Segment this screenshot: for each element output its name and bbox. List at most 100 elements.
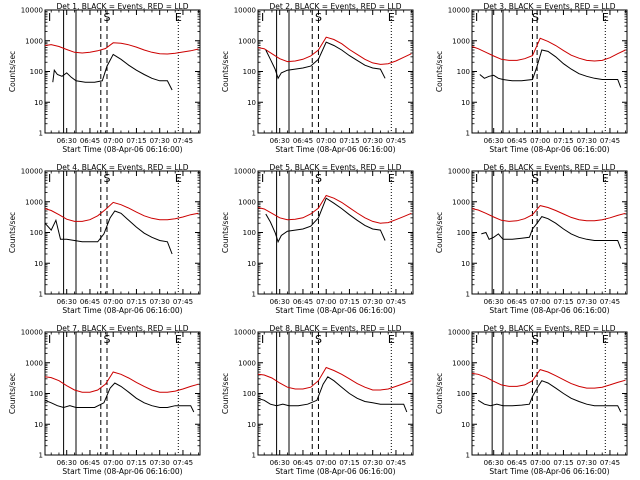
events-series-line bbox=[52, 53, 173, 91]
y-axis-label: Counts/sec bbox=[221, 212, 230, 253]
x-tick-label: 06:30 bbox=[57, 298, 77, 306]
x-tick-label: 07:15 bbox=[339, 298, 359, 306]
marker-letter-e: E bbox=[602, 333, 609, 346]
marker-letter-e: E bbox=[175, 333, 182, 346]
y-tick-label: 1 bbox=[39, 452, 43, 460]
x-tick-label: 07:30 bbox=[577, 137, 597, 145]
y-tick-label: 10 bbox=[34, 260, 43, 268]
x-tick-label: 07:15 bbox=[339, 137, 359, 145]
x-tick-label: 07:30 bbox=[150, 298, 170, 306]
x-tick-label: 07:45 bbox=[386, 459, 406, 467]
y-tick-label: 100 bbox=[457, 390, 470, 398]
x-axis-label: Start Time (08-Apr-06 06:16:00) bbox=[62, 467, 182, 476]
y-axis-label: Counts/sec bbox=[8, 373, 17, 414]
marker-letter-s: S bbox=[532, 333, 539, 346]
y-tick-label: 10 bbox=[461, 421, 470, 429]
y-tick-label: 10000 bbox=[448, 329, 470, 337]
events-series-line bbox=[479, 49, 622, 88]
y-tick-label: 10000 bbox=[234, 168, 256, 176]
x-tick-label: 06:45 bbox=[507, 459, 527, 467]
y-tick-label: 100 bbox=[243, 68, 256, 76]
lld-series-line bbox=[44, 371, 199, 393]
y-axis-label: Counts/sec bbox=[8, 51, 17, 92]
marker-letter-i: I bbox=[261, 172, 264, 185]
x-tick-label: 06:30 bbox=[270, 137, 290, 145]
y-tick-label: 10 bbox=[247, 260, 256, 268]
y-tick-label: 100 bbox=[30, 68, 43, 76]
marker-letter-e: E bbox=[175, 172, 182, 185]
y-axis-label: Counts/sec bbox=[435, 373, 444, 414]
events-series-line bbox=[44, 382, 195, 413]
x-tick-label: 06:45 bbox=[80, 137, 100, 145]
x-tick-label: 07:30 bbox=[150, 459, 170, 467]
x-tick-label: 07:00 bbox=[316, 137, 336, 145]
y-tick-label: 10000 bbox=[21, 7, 43, 15]
detector-panel-2: 1 10 100 1000 10000 06:30 06:45 07:00 07:15 07:30… bbox=[221, 2, 414, 154]
y-axis-label: Counts/sec bbox=[221, 373, 230, 414]
y-axis-label: Counts/sec bbox=[221, 51, 230, 92]
y-tick-label: 10 bbox=[247, 99, 256, 107]
y-tick-label: 1000 bbox=[25, 37, 43, 45]
x-tick-label: 06:30 bbox=[270, 459, 290, 467]
y-tick-label: 10000 bbox=[448, 168, 470, 176]
detector-panel-8: 1 10 100 1000 10000 06:30 06:45 07:00 07:15 07:30… bbox=[221, 324, 414, 476]
lld-series-line bbox=[471, 37, 626, 62]
y-tick-label: 1 bbox=[466, 130, 470, 138]
panel-title: Det 1, BLACK = Events, RED = LLD bbox=[56, 2, 188, 11]
y-tick-label: 100 bbox=[243, 229, 256, 237]
x-tick-label: 07:00 bbox=[530, 298, 550, 306]
x-tick-label: 06:30 bbox=[484, 459, 504, 467]
x-tick-label: 07:45 bbox=[600, 298, 620, 306]
detector-panel-6: 1 10 100 1000 10000 06:30 06:45 07:00 07:15 07:30… bbox=[435, 163, 628, 315]
y-tick-label: 100 bbox=[457, 68, 470, 76]
y-tick-label: 1 bbox=[39, 130, 43, 138]
panel-title: Det 8, BLACK = Events, RED = LLD bbox=[269, 324, 401, 333]
x-tick-label: 07:15 bbox=[126, 298, 146, 306]
marker-letter-e: E bbox=[175, 11, 182, 24]
y-axis-label: Counts/sec bbox=[435, 51, 444, 92]
marker-letter-i: I bbox=[475, 333, 478, 346]
y-tick-label: 1000 bbox=[452, 198, 470, 206]
y-tick-label: 10000 bbox=[234, 329, 256, 337]
x-tick-label: 07:30 bbox=[577, 459, 597, 467]
events-series-line bbox=[257, 376, 408, 413]
panel-title: Det 5, BLACK = Events, RED = LLD bbox=[269, 163, 401, 172]
x-tick-label: 07:15 bbox=[553, 137, 573, 145]
x-tick-label: 07:00 bbox=[316, 298, 336, 306]
marker-letter-s: S bbox=[315, 11, 322, 24]
x-tick-label: 07:45 bbox=[600, 137, 620, 145]
lld-series-line bbox=[44, 42, 199, 55]
x-tick-label: 07:30 bbox=[577, 298, 597, 306]
y-tick-label: 100 bbox=[30, 390, 43, 398]
lld-series-line bbox=[471, 369, 626, 389]
panel-title: Det 6, BLACK = Events, RED = LLD bbox=[483, 163, 615, 172]
marker-letter-s: S bbox=[104, 172, 111, 185]
x-tick-label: 06:45 bbox=[80, 298, 100, 306]
marker-letter-s: S bbox=[104, 11, 111, 24]
marker-letter-s: S bbox=[532, 11, 539, 24]
marker-letter-e: E bbox=[388, 333, 395, 346]
marker-letter-s: S bbox=[104, 333, 111, 346]
y-tick-label: 10 bbox=[461, 99, 470, 107]
events-series-line bbox=[44, 210, 173, 255]
x-tick-label: 06:30 bbox=[57, 137, 77, 145]
x-axis-label: Start Time (08-Apr-06 06:16:00) bbox=[275, 467, 395, 476]
marker-letter-e: E bbox=[388, 172, 395, 185]
x-tick-label: 07:45 bbox=[386, 137, 406, 145]
marker-letter-e: E bbox=[602, 172, 609, 185]
x-tick-label: 07:00 bbox=[530, 459, 550, 467]
x-tick-label: 07:45 bbox=[173, 298, 193, 306]
x-tick-label: 07:15 bbox=[553, 298, 573, 306]
y-tick-label: 1000 bbox=[238, 198, 256, 206]
events-series-line bbox=[265, 41, 386, 80]
y-tick-label: 1000 bbox=[25, 198, 43, 206]
x-tick-label: 07:00 bbox=[530, 137, 550, 145]
lld-series-line bbox=[257, 36, 412, 65]
y-tick-label: 10000 bbox=[21, 329, 43, 337]
lld-series-line bbox=[257, 366, 412, 391]
x-tick-label: 07:30 bbox=[363, 459, 383, 467]
x-tick-label: 06:30 bbox=[484, 298, 504, 306]
x-tick-label: 07:00 bbox=[103, 459, 123, 467]
x-tick-label: 07:00 bbox=[103, 137, 123, 145]
